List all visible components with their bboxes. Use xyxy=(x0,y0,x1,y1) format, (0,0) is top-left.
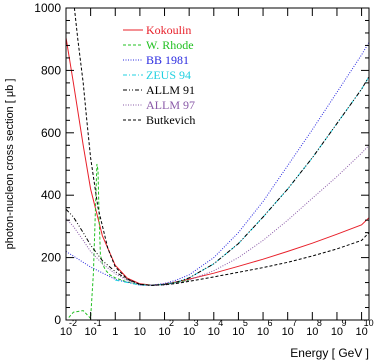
series-line-kokoulin xyxy=(66,37,369,286)
x-tick-exponent: 6 xyxy=(268,318,273,328)
x-tick-exponent: 3 xyxy=(194,318,199,328)
series-line-butkevich xyxy=(73,8,369,286)
x-tick-label: 10 xyxy=(331,326,343,338)
x-tick-label: 10 xyxy=(282,326,294,338)
x-tick-label: 10 xyxy=(134,326,146,338)
x-tick-label: 10 xyxy=(60,326,72,338)
x-tick-exponent: 9 xyxy=(341,318,346,328)
series-curves xyxy=(66,8,369,320)
x-tick-label: 10 xyxy=(85,326,97,338)
x-tick-label: 1 xyxy=(112,326,118,338)
y-tick-label: 0 xyxy=(54,313,61,327)
x-tick-exponent: 4 xyxy=(218,318,223,328)
x-tick-label: 10 xyxy=(183,326,195,338)
x-tick-label: 10 xyxy=(306,326,318,338)
legend-entry: ZEUS 94 xyxy=(146,68,191,82)
legend-entry: ALLM 91 xyxy=(146,83,195,97)
x-tick-exponent: 10 xyxy=(364,318,374,328)
x-tick-exponent: 5 xyxy=(243,318,248,328)
x-tick-label: 10 xyxy=(158,326,170,338)
x-tick-exponent: 7 xyxy=(292,318,297,328)
legend-entry: ALLM 97 xyxy=(146,98,195,112)
y-tick-label: 1000 xyxy=(34,1,61,15)
x-tick-exponent: 8 xyxy=(317,318,322,328)
x-tick-exponent: -2 xyxy=(69,318,77,328)
series-line-allm-91 xyxy=(66,76,369,286)
series-line-allm-97 xyxy=(66,144,369,286)
x-tick-exponent: -1 xyxy=(94,318,102,328)
x-tick-label: 10 xyxy=(257,326,269,338)
y-tick-label: 200 xyxy=(41,251,61,265)
plot-frame xyxy=(65,7,370,321)
legend-entry: W. Rhode xyxy=(146,38,194,52)
legend-entry: Kokoulin xyxy=(146,23,191,37)
y-tick-label: 600 xyxy=(41,126,61,140)
y-tick-label: 400 xyxy=(41,188,61,202)
x-tick-label: 10 xyxy=(232,326,244,338)
x-tick-label: 10 xyxy=(208,326,220,338)
x-tick-label: 10 xyxy=(355,326,367,338)
x-tick-exponent: 2 xyxy=(169,318,174,328)
y-axis-label: photon-nucleon cross section [ μb ] xyxy=(4,79,16,250)
legend-entry: Butkevich xyxy=(146,113,195,127)
series-line-bb-1981 xyxy=(66,42,369,286)
x-axis-label: Energy [ GeV ] xyxy=(290,346,369,360)
y-tick-label: 800 xyxy=(41,63,61,77)
legend-entry: BB 1981 xyxy=(146,53,189,67)
series-line-w-rhode xyxy=(68,163,190,320)
